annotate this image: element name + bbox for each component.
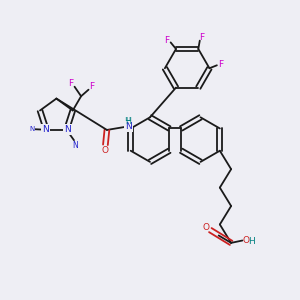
Text: N: N <box>42 125 49 134</box>
Text: F: F <box>218 60 223 69</box>
Text: O: O <box>203 223 210 232</box>
Text: H: H <box>249 238 255 247</box>
Text: N: N <box>41 125 48 134</box>
Text: N: N <box>64 127 70 136</box>
Text: N: N <box>125 122 132 131</box>
Text: N: N <box>73 141 78 150</box>
Text: O: O <box>243 236 250 245</box>
Text: F: F <box>68 79 74 88</box>
Text: N: N <box>64 125 71 134</box>
Text: H: H <box>126 117 132 126</box>
Text: N: N <box>125 122 132 131</box>
Text: O: O <box>102 146 109 154</box>
Text: F: F <box>89 82 95 91</box>
Text: F: F <box>199 33 204 42</box>
Text: H: H <box>124 117 131 126</box>
Text: F: F <box>164 36 170 45</box>
Text: N: N <box>29 126 34 132</box>
